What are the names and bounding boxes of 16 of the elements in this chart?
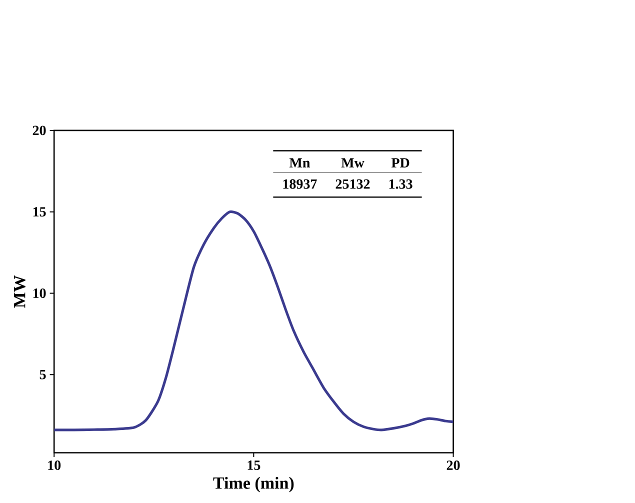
annotation: PD [391,158,410,168]
y-axis-title: MW [14,276,26,308]
annotation: 18937 [283,180,317,189]
line-series [54,210,454,432]
x-tick-label: 15 [248,460,260,470]
x-tick-label: 10 [48,460,61,470]
annotation: 1.33 [389,180,412,190]
y-tick-label: 5 [40,370,46,380]
y-tick-label: 15 [33,207,46,217]
annotation: 25132 [336,180,370,189]
annotation: Mw [341,158,364,168]
y-tick-label: 10 [33,288,46,298]
y-tick-label: 20 [32,126,46,136]
x-tick-label: 20 [446,460,460,470]
annotation: Mn [289,158,310,168]
x-axis-title: Time (min) [213,477,294,493]
